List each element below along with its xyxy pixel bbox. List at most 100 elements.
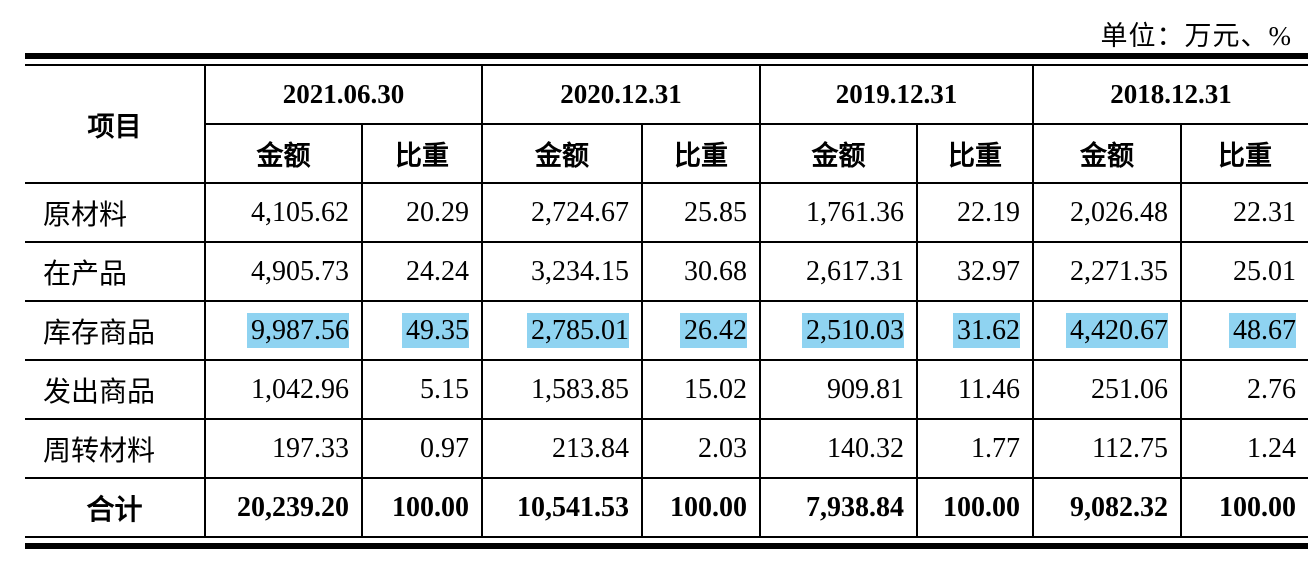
cell: 26.42 — [641, 300, 761, 361]
cell-value: 25.85 — [684, 196, 747, 228]
cell: 22.19 — [916, 182, 1034, 243]
cell: 3,234.15 — [481, 241, 643, 302]
cell: 24.24 — [361, 241, 483, 302]
cell-value: 22.19 — [957, 196, 1020, 228]
cell: 2,026.48 — [1032, 182, 1182, 243]
cell: 251.06 — [1032, 359, 1182, 420]
cell-value: 100.00 — [670, 491, 747, 523]
row-label: 周转材料 — [25, 418, 206, 479]
period-header: 2020.12.31 — [481, 64, 761, 125]
cell-value: 2,026.48 — [1070, 196, 1168, 228]
cell-value: 3,234.15 — [531, 255, 629, 287]
cell-value: 100.00 — [943, 491, 1020, 523]
subheader: 比重 — [361, 123, 483, 184]
cell: 7,938.84 — [759, 477, 918, 538]
cell-value: 4,420.67 — [1066, 312, 1168, 348]
data-row: 在产品 4,905.73 24.24 3,234.15 30.68 2,617.31 32.… — [25, 241, 1308, 302]
cell-value: 251.06 — [1091, 373, 1168, 405]
cell: 1.24 — [1180, 418, 1308, 479]
unit-note: 单位：万元、% — [1100, 21, 1292, 51]
data-row: 周转材料 197.33 0.97 213.84 2.03 140.32 1.77 112.75… — [25, 418, 1308, 479]
cell-value: 2.76 — [1247, 373, 1296, 405]
cell: 32.97 — [916, 241, 1034, 302]
cell-value: 7,938.84 — [806, 491, 904, 523]
cell: 2,271.35 — [1032, 241, 1182, 302]
cell: 2,617.31 — [759, 241, 918, 302]
cell: 9,987.56 — [204, 300, 363, 361]
cell-value: 26.42 — [680, 312, 747, 348]
cell: 1,761.36 — [759, 182, 918, 243]
cell-value: 1,761.36 — [806, 196, 904, 228]
total-row: 合计 20,239.20 100.00 10,541.53 100.00 7,938.84… — [25, 477, 1308, 538]
cell: 2,785.01 — [481, 300, 643, 361]
cell: 25.85 — [641, 182, 761, 243]
cell: 49.35 — [361, 300, 483, 361]
subheader: 比重 — [641, 123, 761, 184]
period-header: 2018.12.31 — [1032, 64, 1308, 125]
cell-value: 20,239.20 — [237, 491, 349, 523]
cell-value: 25.01 — [1233, 255, 1296, 287]
cell-value: 5.15 — [420, 373, 469, 405]
cell-value: 4,105.62 — [251, 196, 349, 228]
cell-value: 31.62 — [953, 312, 1020, 348]
cell: 1,583.85 — [481, 359, 643, 420]
cell: 9,082.32 — [1032, 477, 1182, 538]
cell: 31.62 — [916, 300, 1034, 361]
header-row: 项目 2021.06.30 2020.12.31 2019.12.31 2018.12.… — [25, 64, 1308, 184]
cell: 112.75 — [1032, 418, 1182, 479]
cell-value: 100.00 — [1219, 491, 1296, 523]
cell-value: 10,541.53 — [517, 491, 629, 523]
cell: 1.77 — [916, 418, 1034, 479]
cell: 2.03 — [641, 418, 761, 479]
cell-value: 2,617.31 — [806, 255, 904, 287]
cell: 48.67 — [1180, 300, 1308, 361]
data-row: 库存商品 9,987.56 49.35 2,785.01 26.42 2,510.03 31… — [25, 300, 1308, 361]
cell: 100.00 — [1180, 477, 1308, 538]
data-row: 原材料 4,105.62 20.29 2,724.67 25.85 1,761.36 22.… — [25, 182, 1308, 243]
subheader: 金额 — [759, 123, 918, 184]
cell-value: 22.31 — [1233, 196, 1296, 228]
cell: 15.02 — [641, 359, 761, 420]
cell: 5.15 — [361, 359, 483, 420]
cell: 10,541.53 — [481, 477, 643, 538]
cell-value: 24.24 — [406, 255, 469, 287]
subheader: 比重 — [916, 123, 1034, 184]
cell: 2,510.03 — [759, 300, 918, 361]
subheader: 比重 — [1180, 123, 1308, 184]
cell: 2.76 — [1180, 359, 1308, 420]
cell: 25.01 — [1180, 241, 1308, 302]
cell-value: 48.67 — [1229, 312, 1296, 348]
cell: 30.68 — [641, 241, 761, 302]
period-header: 2019.12.31 — [759, 64, 1034, 125]
cell-value: 2,724.67 — [531, 196, 629, 228]
cell: 1,042.96 — [204, 359, 363, 420]
data-row: 发出商品 1,042.96 5.15 1,583.85 15.02 909.81 11.46… — [25, 359, 1308, 420]
cell: 4,905.73 — [204, 241, 363, 302]
cell: 2,724.67 — [481, 182, 643, 243]
cell: 140.32 — [759, 418, 918, 479]
cell-value: 15.02 — [684, 373, 747, 405]
cell: 4,105.62 — [204, 182, 363, 243]
cell-value: 11.46 — [958, 373, 1020, 405]
cell-value: 213.84 — [552, 432, 629, 464]
cell-value: 140.32 — [827, 432, 904, 464]
cell-value: 1,042.96 — [251, 373, 349, 405]
period-header: 2021.06.30 — [204, 64, 483, 125]
row-label: 原材料 — [25, 182, 206, 243]
subheader: 金额 — [205, 123, 363, 184]
cell: 100.00 — [361, 477, 483, 538]
table-frame: 项目 2021.06.30 2020.12.31 2019.12.31 2018.12.… — [25, 53, 1308, 549]
cell-value: 32.97 — [957, 255, 1020, 287]
cell-value: 100.00 — [392, 491, 469, 523]
cell: 0.97 — [361, 418, 483, 479]
cell-value: 1.77 — [971, 432, 1020, 464]
cell-value: 20.29 — [406, 196, 469, 228]
row-label: 发出商品 — [25, 359, 206, 420]
cell: 197.33 — [204, 418, 363, 479]
cell-value: 4,905.73 — [251, 255, 349, 287]
cell-value: 2,271.35 — [1070, 255, 1168, 287]
cell-value: 9,082.32 — [1070, 491, 1168, 523]
cell: 20,239.20 — [204, 477, 363, 538]
cell: 100.00 — [916, 477, 1034, 538]
